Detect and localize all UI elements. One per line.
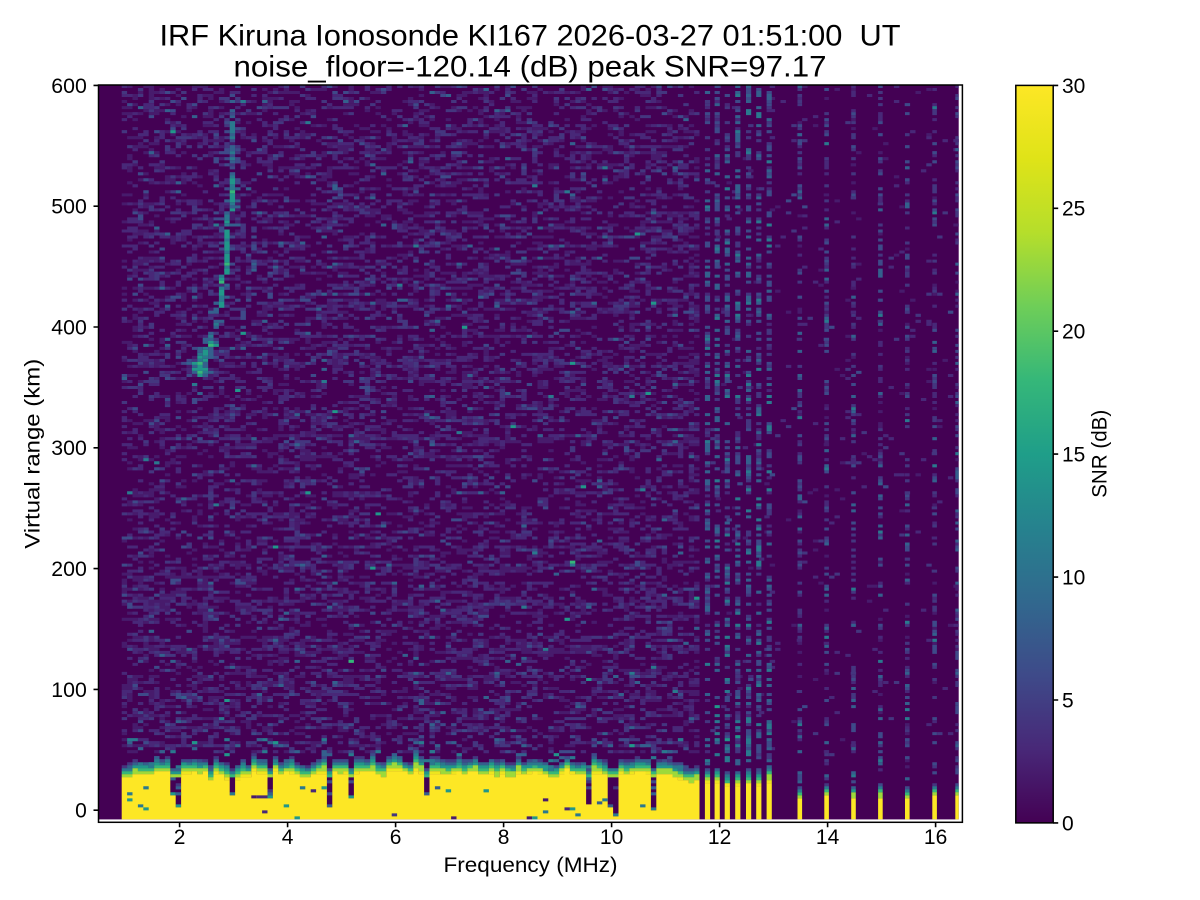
svg-text:14: 14 [816,826,840,849]
svg-text:0: 0 [75,800,87,823]
svg-text:12: 12 [708,826,731,849]
svg-text:500: 500 [51,196,87,219]
svg-text:0: 0 [1062,812,1074,835]
svg-text:30: 30 [1062,75,1085,98]
svg-text:20: 20 [1062,321,1085,344]
svg-text:10: 10 [1062,567,1085,590]
svg-text:100: 100 [51,679,87,702]
svg-text:16: 16 [924,826,947,849]
svg-text:Virtual range (km): Virtual range (km) [21,359,45,549]
svg-text:300: 300 [51,437,87,460]
svg-text:SNR (dB): SNR (dB) [1087,410,1111,498]
svg-text:600: 600 [51,75,87,98]
svg-text:25: 25 [1062,198,1085,221]
svg-text:4: 4 [282,826,294,849]
svg-text:15: 15 [1062,444,1085,467]
svg-text:Frequency (MHz): Frequency (MHz) [444,853,618,877]
svg-text:10: 10 [600,826,623,849]
svg-text:IRF Kiruna Ionosonde KI167 202: IRF Kiruna Ionosonde KI167 2026-03-27 01… [160,20,901,53]
svg-text:400: 400 [51,316,87,339]
svg-text:8: 8 [498,826,510,849]
svg-text:200: 200 [51,558,87,581]
svg-text:2: 2 [174,826,186,849]
svg-text:5: 5 [1062,689,1074,712]
svg-text:noise_floor=-120.14 (dB) peak: noise_floor=-120.14 (dB) peak SNR=97.17 [234,51,827,84]
svg-text:6: 6 [390,826,402,849]
